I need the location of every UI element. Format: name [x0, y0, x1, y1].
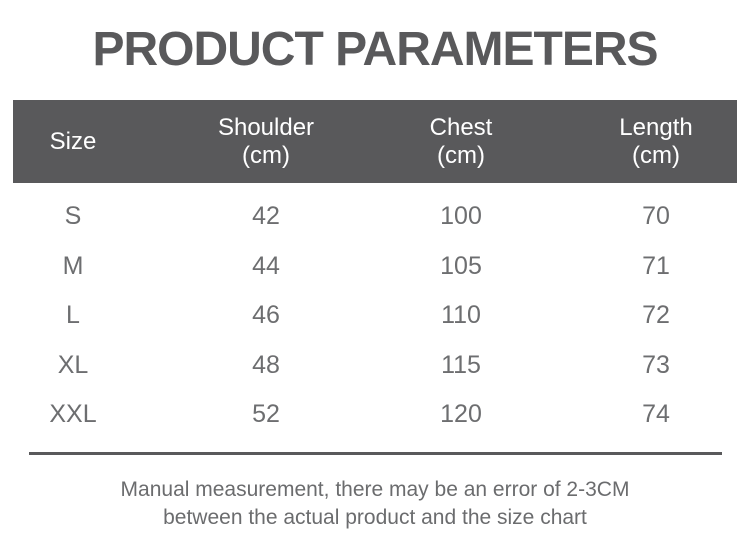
cell-size: XXL: [49, 400, 97, 429]
cell-chest: 120: [440, 400, 482, 429]
cell-chest: 100: [440, 202, 482, 230]
cell-size: L: [66, 301, 80, 330]
column-header-unit: (cm): [242, 141, 290, 169]
page-title: PRODUCT PARAMETERS: [92, 23, 658, 76]
cell-size: S: [64, 202, 82, 230]
measurement-note-line1: Manual measurement, there may be an erro…: [120, 477, 630, 501]
cell-size: M: [62, 251, 84, 280]
table-header-row: Size Shoulder (cm) Chest (cm) Length (cm): [13, 100, 737, 183]
column-header-unit: (cm): [437, 141, 485, 169]
column-header-size: Size: [50, 100, 97, 183]
cell-shoulder: 42: [252, 202, 280, 230]
column-header-unit: (cm): [632, 141, 680, 169]
table-row: XL 48 115 73: [13, 341, 737, 391]
column-header-label: Size: [49, 127, 97, 155]
cell-shoulder: 52: [252, 400, 280, 429]
cell-shoulder: 44: [252, 251, 280, 280]
product-parameters-page: PRODUCT PARAMETERS Size Shoulder (cm) Che…: [0, 23, 750, 532]
column-header-shoulder: Shoulder (cm): [218, 100, 314, 183]
cell-size: XL: [57, 350, 89, 379]
measurement-note: Manual measurement, there may be an erro…: [0, 476, 750, 532]
divider-line: [28, 451, 722, 455]
table-row: M 44 105 71: [13, 242, 737, 292]
cell-length: 70: [642, 202, 670, 230]
cell-shoulder: 48: [252, 350, 280, 379]
table-row: S 42 100 70: [13, 192, 737, 242]
cell-length: 73: [642, 350, 670, 379]
table-body: S 42 100 70 M 44 105 71 L 46 110 72 XL 4…: [13, 183, 737, 452]
column-header-label: Shoulder: [217, 113, 315, 141]
size-chart-table: Size Shoulder (cm) Chest (cm) Length (cm) S…: [13, 100, 737, 452]
table-row: L 46 110 72: [13, 291, 737, 341]
cell-chest: 115: [441, 350, 481, 379]
measurement-note-line2: between the actual product and the size …: [163, 505, 587, 529]
column-header-chest: Chest (cm): [430, 100, 493, 183]
cell-length: 72: [642, 301, 670, 330]
cell-chest: 110: [441, 301, 481, 330]
table-row: XXL 52 120 74: [13, 390, 737, 440]
cell-shoulder: 46: [252, 301, 280, 330]
cell-chest: 105: [440, 251, 482, 280]
column-header-label: Chest: [429, 113, 493, 141]
cell-length: 74: [642, 400, 670, 429]
column-header-label: Length: [619, 113, 693, 141]
column-header-length: Length (cm): [619, 100, 692, 183]
cell-length: 71: [642, 251, 670, 280]
